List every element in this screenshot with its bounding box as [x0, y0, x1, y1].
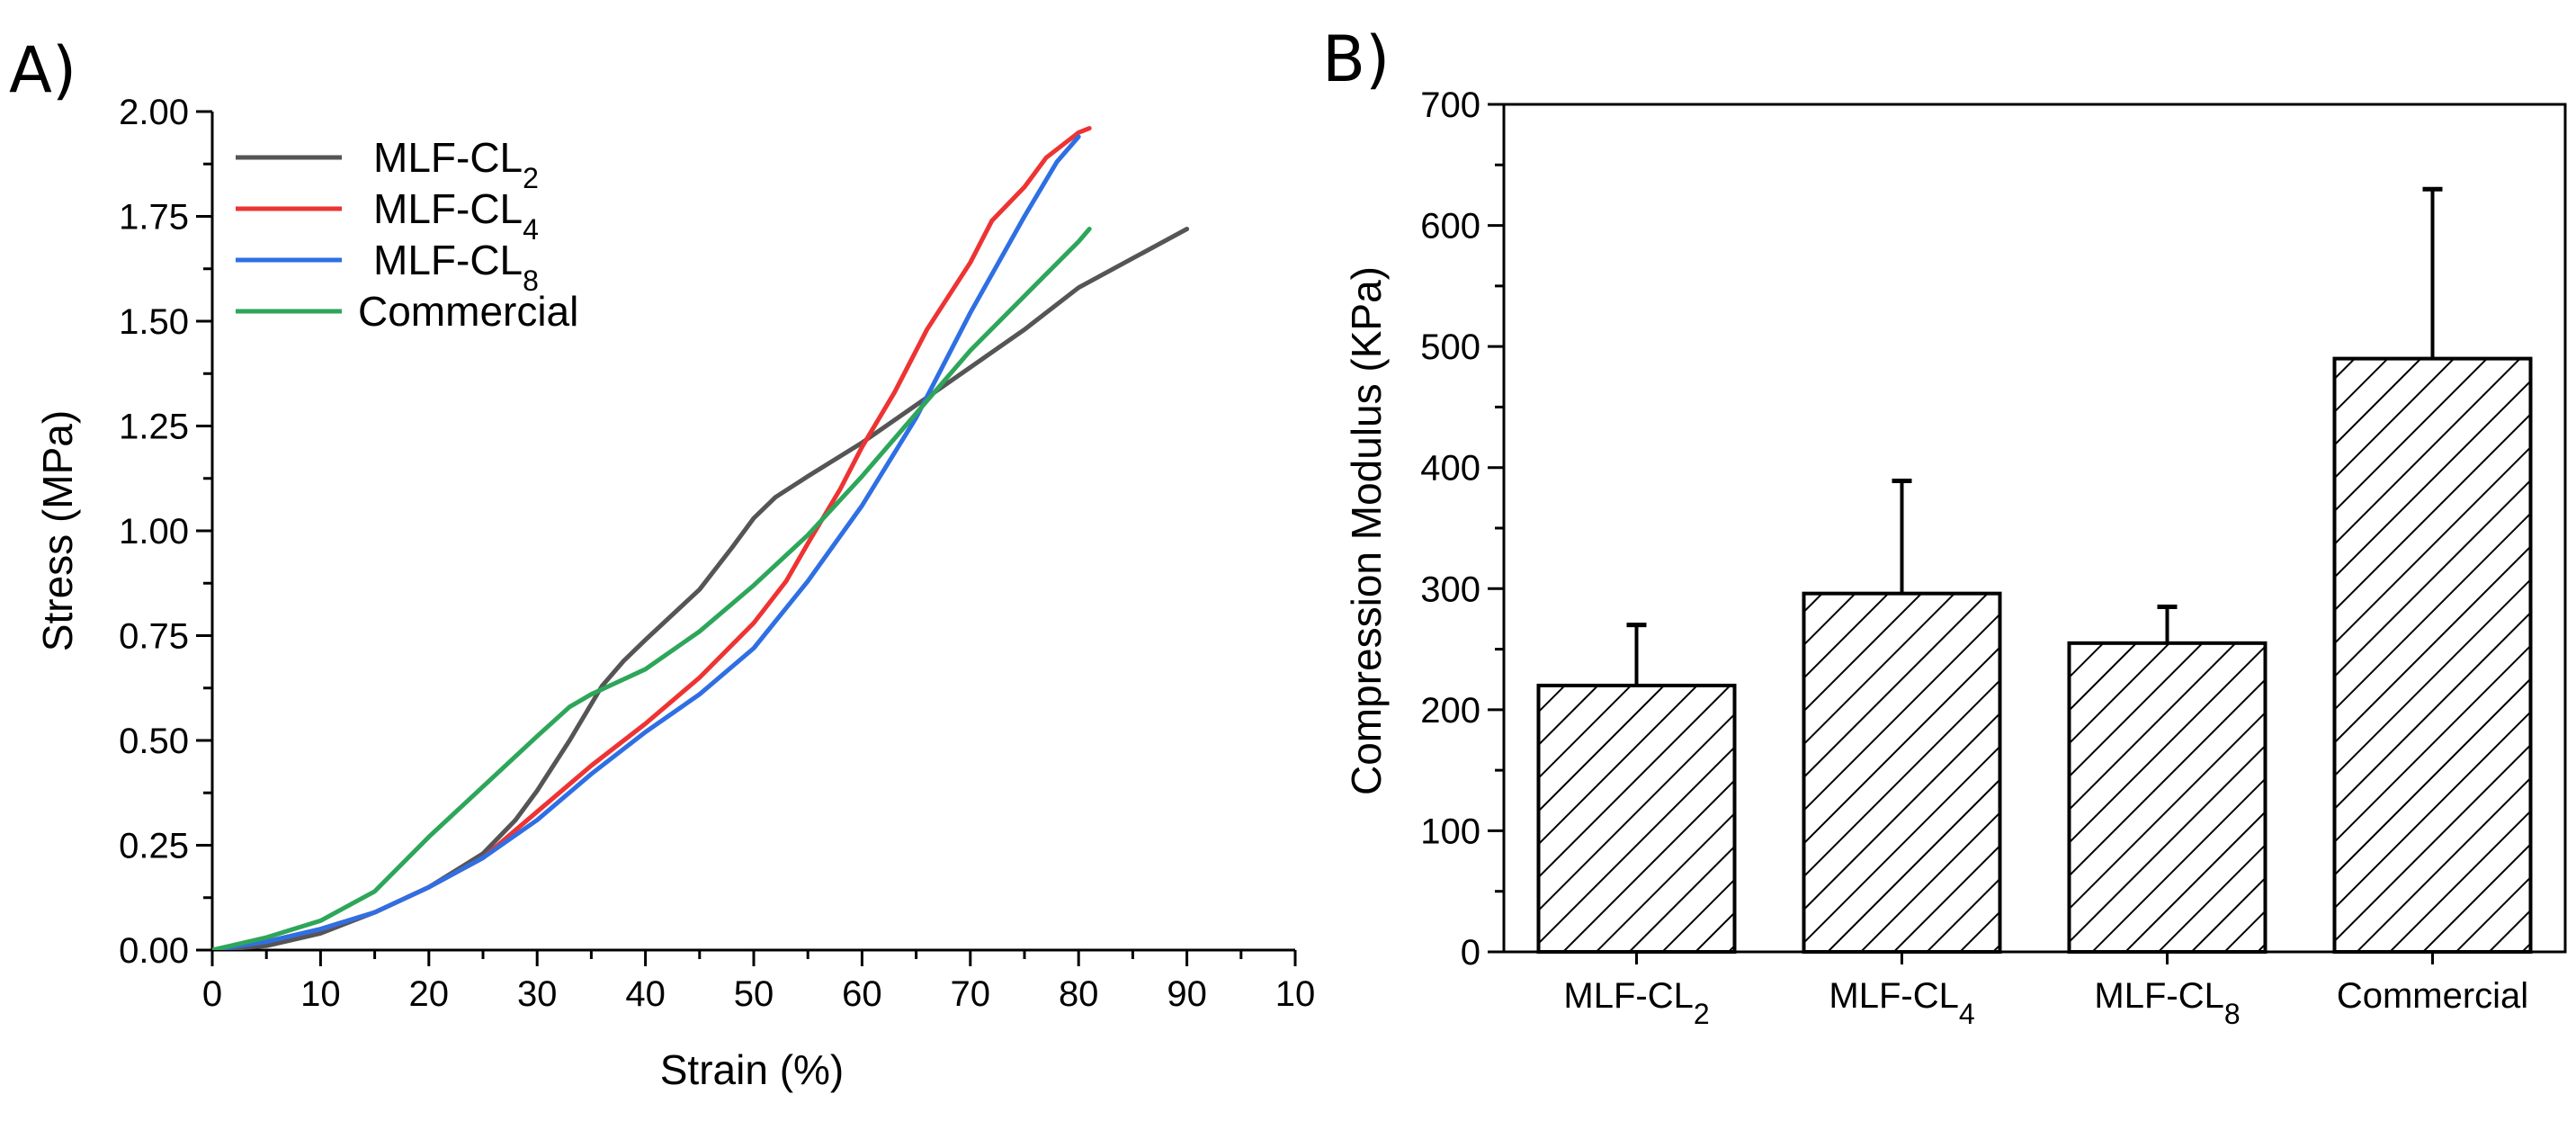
- series-line-mlf-cl2: [212, 227, 1190, 950]
- legend-label: Commercial: [358, 288, 578, 335]
- x-tick-label-mlf-cl8: MLF-CL8: [2094, 976, 2240, 1030]
- panel-a-x-tick-label: 0: [202, 974, 222, 1014]
- panel-a-x-axis-title: Strain (%): [660, 1046, 844, 1093]
- panel-a-y-axis-title: Stress (MPa): [34, 410, 81, 651]
- panel-a-line-chart: 0.00 0.25 0.50 0.75 1.00 1.25 1.50 1.75 2.00 0 10…: [34, 93, 1315, 1093]
- panel-b-y-tick-label: 600: [1420, 207, 1480, 247]
- series-line-mlf-cl4: [212, 126, 1092, 950]
- panel-a-x-tick-label: 70: [951, 974, 991, 1014]
- panel-a-x-tick-label: 50: [734, 974, 774, 1014]
- bar-mlf-cl8: [2067, 641, 2267, 954]
- panel-a-x-tick-label: 30: [517, 974, 558, 1014]
- x-tick-label-commercial: Commercial: [2337, 976, 2528, 1016]
- panel-a-y-tick-label: 0.25: [119, 827, 189, 866]
- panel-b-y-tick-label: 400: [1420, 449, 1480, 489]
- x-tick-label-mlf-cl2: MLF-CL2: [1563, 976, 1709, 1030]
- bar-mlf-cl4: [1802, 591, 2002, 954]
- panel-a-y-tick-label: 2.00: [119, 93, 189, 132]
- panel-a-y-tick-label: 0.50: [119, 722, 189, 761]
- panel-a-y-tick-label: 0.00: [119, 931, 189, 971]
- panel-a-x-tick-label: 60: [842, 974, 882, 1014]
- series-line-commercial: [212, 227, 1092, 950]
- panel-a-label: A): [9, 33, 76, 107]
- panel-b-y-tick-label: 300: [1420, 569, 1480, 609]
- series-line-mlf-cl8: [212, 134, 1081, 950]
- panel-a-x-tick-label: 80: [1059, 974, 1099, 1014]
- panel-a-y-tick-label: 1.75: [119, 198, 189, 238]
- panel-b-y-tick-label: 500: [1420, 327, 1480, 367]
- panel-a-x-tick-label: 40: [625, 974, 666, 1014]
- panel-b-y-tick-label: 700: [1420, 85, 1480, 125]
- panel-a-x-tick-label: 20: [409, 974, 450, 1014]
- panel-b-bar-chart: 0 100 200 300 400 500 600 700 MLF-CL2 MLF-CL4 MLF…: [1343, 85, 2567, 1030]
- bar-mlf-cl2: [1536, 683, 1737, 954]
- panel-b-y-tick-label: 0: [1461, 933, 1480, 973]
- panel-a-x-tick-label: 10: [300, 974, 341, 1014]
- panel-b-y-tick-label: 100: [1420, 812, 1480, 851]
- x-tick-label-mlf-cl4: MLF-CL4: [1829, 976, 1974, 1030]
- panel-a-y-tick-label: 0.75: [119, 617, 189, 657]
- panel-b-y-axis-title: Compression Modulus (KPa): [1343, 266, 1390, 795]
- bar-commercial: [2332, 356, 2533, 955]
- panel-a-y-tick-label: 1.50: [119, 302, 189, 342]
- legend-label: MLF-CL4: [373, 185, 539, 246]
- legend-label: MLF-CL8: [373, 237, 539, 297]
- panel-a-x-tick-label: 10: [1275, 974, 1316, 1014]
- panel-a-y-tick-label: 1.25: [119, 408, 189, 447]
- panel-a-y-tick-label: 1.00: [119, 512, 189, 552]
- panel-b-label: B): [1322, 22, 1390, 96]
- panel-a-x-tick-label: 90: [1167, 974, 1207, 1014]
- panel-b-y-tick-label: 200: [1420, 691, 1480, 731]
- legend-label: MLF-CL2: [373, 134, 539, 194]
